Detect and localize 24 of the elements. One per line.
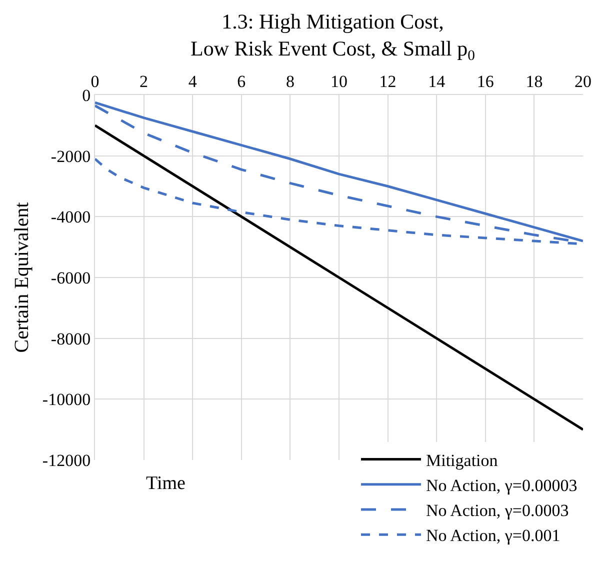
y-tick-label: -6000: [50, 268, 91, 288]
y-tick-label: -8000: [50, 329, 91, 348]
y-tick-label: -2000: [50, 146, 91, 166]
legend-label: No Action, γ=0.001: [426, 526, 560, 546]
y-axis-title: Certain Equivalent: [10, 202, 33, 353]
x-tick-label: 12: [379, 72, 396, 92]
chart-title: 1.3: High Mitigation Cost, Low Risk Event Cost, & Small p$_{0}$: [190, 9, 475, 64]
x-tick-label: 6: [237, 72, 246, 92]
legend-label: No Action, γ=0.0003: [426, 501, 569, 520]
x-tick-label: 14: [428, 72, 446, 92]
legend-label: No Action, γ=0.00003: [426, 476, 578, 496]
x-tick-label: 20: [574, 72, 592, 92]
x-tick-label: 2: [140, 72, 148, 92]
y-tick-label: -10000: [42, 390, 91, 410]
x-axis-title: Time: [146, 473, 186, 494]
x-tick-label: 16: [476, 72, 494, 92]
y-tick-label: -12000: [42, 450, 91, 470]
legend-label: Mitigation: [426, 450, 498, 470]
x-tick-label: 18: [526, 72, 543, 92]
x-tick-label: 4: [188, 72, 198, 92]
y-tick-label: 0: [82, 86, 91, 105]
x-tick-label: 10: [330, 72, 348, 92]
x-tick-label: 8: [286, 72, 294, 92]
y-tick-label: -4000: [50, 208, 91, 227]
